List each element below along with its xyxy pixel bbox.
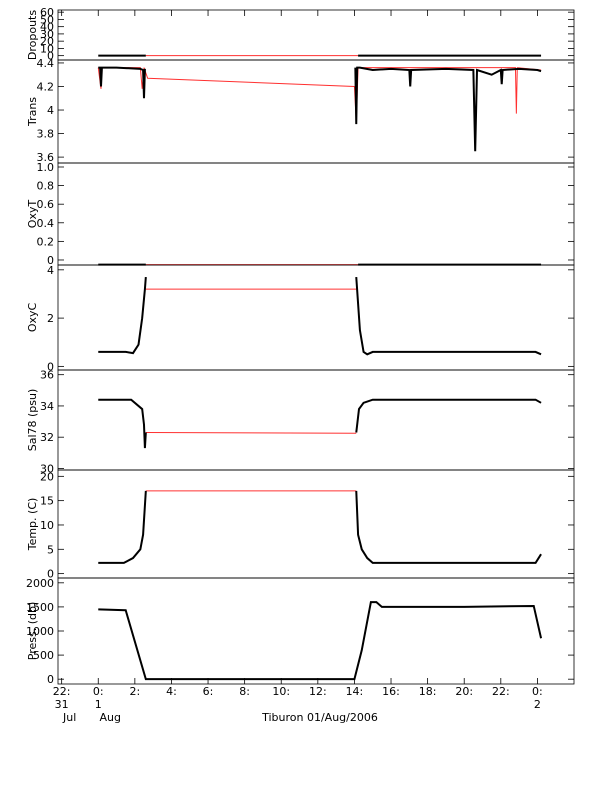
- y-tick-label: 4.4: [37, 57, 55, 70]
- x-tick-label: 0:: [93, 685, 104, 698]
- x-tick-label: 20:: [455, 685, 473, 698]
- x-day-label: 1: [95, 698, 102, 711]
- panel-frame: [57, 264, 575, 371]
- y-tick-label: 0: [47, 568, 54, 581]
- x-tick-label: 12:: [309, 685, 327, 698]
- y-tick-label: 0: [47, 50, 54, 63]
- y-tick-label: 60: [40, 6, 54, 19]
- panel-frame: [57, 162, 575, 266]
- y-tick-label: 5: [47, 543, 54, 556]
- panel-frame: [57, 59, 575, 164]
- y-tick-label: 10: [40, 519, 54, 532]
- y-tick-label: 3.6: [37, 151, 55, 164]
- data-line: [98, 66, 542, 152]
- y-tick-label: 20: [40, 35, 54, 48]
- x-tick-label: 0:: [532, 685, 543, 698]
- y-axis-label: Temp. (C): [26, 498, 39, 552]
- y-tick-label: 4: [47, 264, 54, 277]
- y-tick-label: 30: [40, 28, 54, 41]
- y-tick-label: 30: [40, 462, 54, 475]
- y-tick-label: 40: [40, 21, 54, 34]
- y-tick-label: 20: [40, 470, 54, 483]
- y-tick-label: 4.2: [37, 80, 55, 93]
- y-tick-label: 10: [40, 42, 54, 55]
- panel-frame: [57, 577, 575, 685]
- y-tick-label: 500: [33, 649, 54, 662]
- y-tick-label: 32: [40, 431, 54, 444]
- x-tick-label: 22:: [492, 685, 510, 698]
- y-tick-label: 0.4: [37, 217, 55, 230]
- x-tick-label: 14:: [346, 685, 364, 698]
- panel-frame: [57, 369, 575, 471]
- x-tick-label: 8:: [239, 685, 250, 698]
- x-tick-label: 6:: [203, 685, 214, 698]
- x-axis-label: Tiburon 01/Aug/2006: [261, 711, 378, 724]
- data-line: [145, 432, 357, 434]
- x-day-label: 2: [534, 698, 541, 711]
- x-tick-label: 4:: [166, 685, 177, 698]
- x-month-label: Jul: [62, 711, 76, 724]
- data-line: [98, 601, 543, 681]
- y-tick-label: 3.8: [37, 128, 55, 141]
- y-tick-label: 1500: [26, 601, 54, 614]
- x-tick-label: 10:: [272, 685, 290, 698]
- y-axis-label: Sal78 (psu): [26, 389, 39, 452]
- x-month-label: Aug: [100, 711, 121, 724]
- x-day-label: 31: [55, 698, 69, 711]
- y-tick-label: 50: [40, 13, 54, 26]
- data-line: [98, 490, 542, 564]
- y-tick-label: 2: [47, 312, 54, 325]
- y-tick-label: 36: [40, 369, 54, 382]
- y-tick-label: 0.2: [37, 235, 55, 248]
- y-tick-label: 15: [40, 495, 54, 508]
- y-tick-label: 1.0: [37, 161, 55, 174]
- x-tick-label: 2:: [129, 685, 140, 698]
- y-tick-label: 0: [47, 360, 54, 373]
- x-tick-label: 22:: [53, 685, 71, 698]
- y-axis-label: OxyC: [26, 303, 39, 333]
- y-tick-label: 0.8: [37, 180, 55, 193]
- y-axis-label: Trans: [26, 97, 39, 127]
- y-tick-label: 1000: [26, 625, 54, 638]
- y-tick-label: 2000: [26, 577, 54, 590]
- y-tick-label: 0: [47, 673, 54, 686]
- x-tick-label: 16:: [382, 685, 400, 698]
- x-tick-label: 18:: [419, 685, 437, 698]
- panel-frame: [57, 9, 575, 61]
- data-line: [98, 398, 542, 449]
- y-tick-label: 34: [40, 400, 54, 413]
- y-axis-label: Dropouts: [26, 10, 39, 60]
- data-line: [98, 276, 542, 356]
- panel-frame: [57, 469, 575, 579]
- y-axis-label: Press. (db): [26, 602, 39, 661]
- y-axis-label: OxyT: [26, 200, 39, 229]
- y-tick-label: 0.6: [37, 198, 55, 211]
- y-tick-label: 4: [47, 104, 54, 117]
- y-tick-label: 0: [47, 254, 54, 267]
